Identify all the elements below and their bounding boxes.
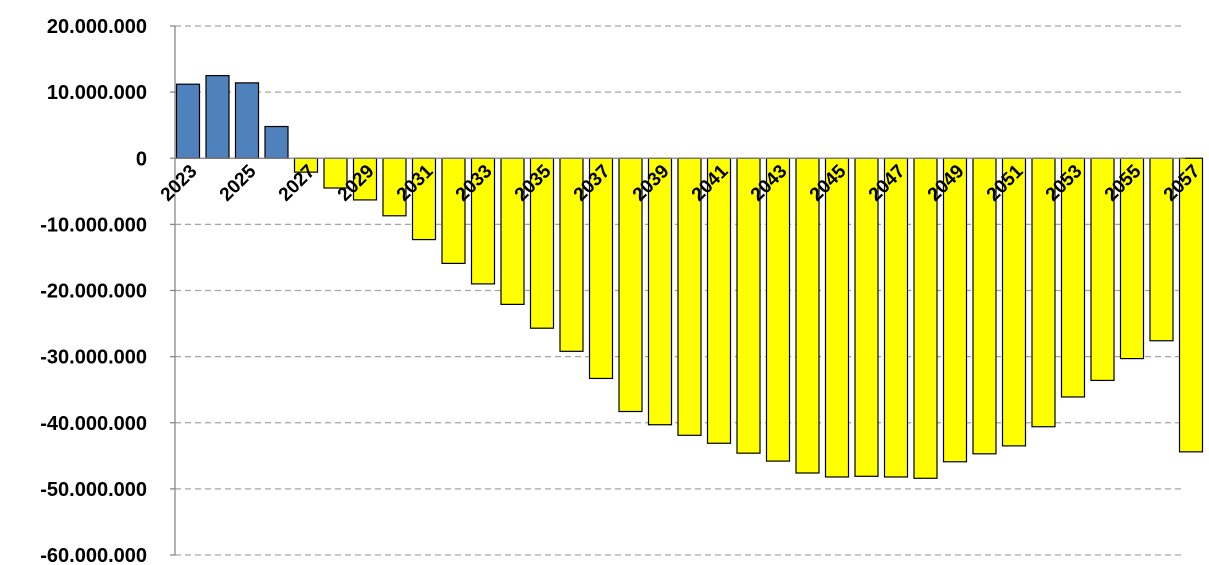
- axes: [170, 25, 1185, 556]
- bar-2023: [175, 83, 201, 159]
- y-tick-labels: 20.000.000 10.000.000 0 -10.000.000 -20.000.…: [40, 16, 147, 565]
- y-tick-label: -60.000.000: [40, 545, 147, 565]
- bar-2047: [883, 157, 909, 478]
- y-tick-label: -30.000.000: [40, 347, 147, 369]
- bar-2025: [234, 82, 260, 159]
- bar-2039: [647, 157, 673, 426]
- bars: [175, 74, 1204, 479]
- bar-2050: [972, 157, 997, 455]
- bar-2043: [765, 157, 791, 462]
- bar-2042: [736, 157, 761, 454]
- bar-2045: [824, 157, 850, 478]
- y-tick-label: 0: [136, 148, 147, 170]
- y-tick-label: 20.000.000: [47, 16, 147, 38]
- bar-2032: [441, 157, 466, 264]
- y-tick-label: -10.000.000: [40, 214, 147, 236]
- y-tick-label: -20.000.000: [40, 281, 147, 303]
- bar-2041: [706, 157, 732, 444]
- y-tick-label: -40.000.000: [40, 413, 147, 435]
- bar-2024: [205, 74, 230, 159]
- bar-2046: [854, 157, 879, 477]
- bar-2048: [913, 157, 938, 479]
- x-tick-label: 2023: [157, 161, 202, 206]
- bar-2044: [795, 157, 820, 474]
- x-tick-label: 2025: [216, 161, 261, 206]
- y-tick-label: -50.000.000: [40, 479, 147, 501]
- y-tick-label: 10.000.000: [47, 82, 147, 104]
- bar-2051: [1001, 157, 1027, 447]
- bar-2026: [264, 125, 289, 159]
- bar-2057: [1178, 157, 1204, 453]
- bar-2049: [942, 157, 968, 463]
